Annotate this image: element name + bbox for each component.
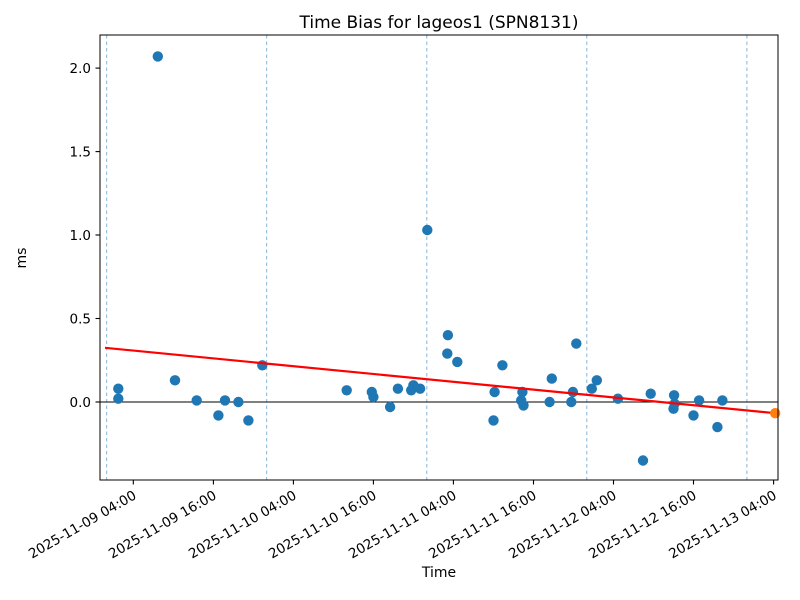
scatter-point [693,395,705,406]
endpoint-marker [770,408,781,419]
trend-line [104,346,776,415]
scatter-point [717,395,728,406]
scatter-point [442,348,453,359]
scatter-point [637,455,649,466]
scatter-point [341,385,352,396]
scatter-point [452,356,463,368]
y-tick-label: 0.0 [70,395,91,411]
y-tick-label: 1.5 [70,145,91,161]
scatter-point [257,360,268,371]
scatter-point [688,410,699,421]
chart-title: Time Bias for lageos1 (SPN8131) [299,13,579,33]
scatter-point [191,395,202,406]
scatter-point [546,373,557,384]
scatter-point [571,338,582,349]
scatter-point [544,396,555,408]
scatter-point [233,396,244,408]
scatter-point [586,383,597,394]
scatter-point [712,421,723,433]
scatter-point [566,396,577,408]
scatter-point [422,224,433,236]
scatter-point [489,386,500,398]
y-tick-label: 0.5 [70,312,91,328]
scatter-point [414,383,426,394]
axes-spines [99,34,779,481]
scatter-point [645,388,656,399]
scatter-point [497,360,508,371]
y-tick-label: 2.0 [70,61,91,77]
scatter-point [591,375,602,386]
y-axis-label: ms [14,247,30,269]
scatter-point [213,410,224,421]
scatter-point [169,375,181,386]
scatter-point [113,393,124,404]
scatter-point [518,400,529,411]
y-tick-label: 1.0 [70,228,91,244]
scatter-point [152,51,163,62]
scatter-point [219,395,231,406]
scatter-point [243,415,254,426]
scatter-point [488,415,499,426]
scatter-point [113,383,124,394]
x-axis-label: Time [421,565,457,581]
scatter-point [384,401,396,413]
scatter-point [368,391,379,403]
scatter-point [668,390,680,401]
scatter-point [442,330,454,341]
scatter-point [392,383,404,394]
